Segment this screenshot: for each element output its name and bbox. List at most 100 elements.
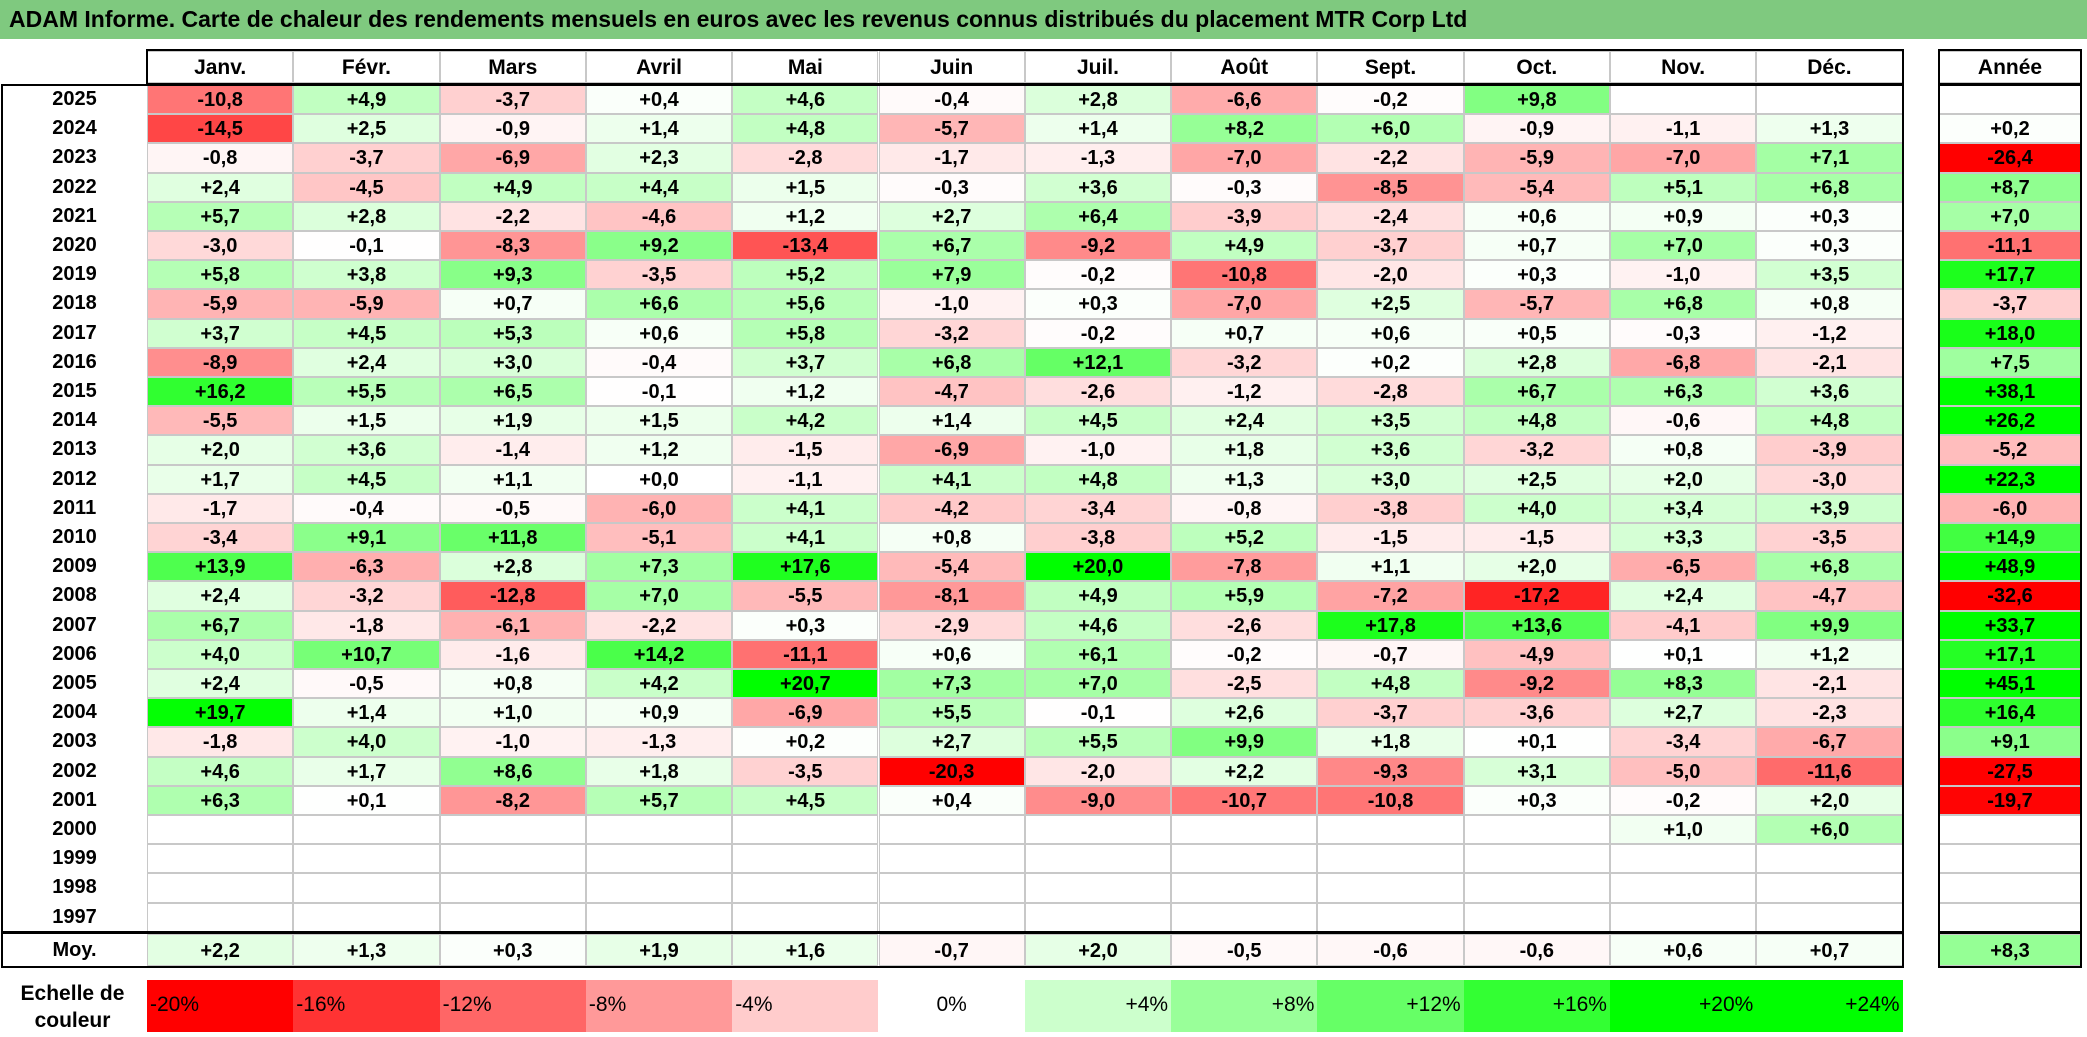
heatmap-cell: -7,8 xyxy=(1171,552,1318,582)
annual-cell: -5,2 xyxy=(1939,435,2081,465)
heatmap-cell: +7,9 xyxy=(878,260,1025,290)
heatmap-cell: -1,5 xyxy=(732,435,879,465)
avg-cell: +0,7 xyxy=(1756,934,1903,966)
heatmap-cell: +4,8 xyxy=(1024,464,1172,494)
heatmap-cell: +6,0 xyxy=(1756,815,1903,845)
heatmap-cell: +7,0 xyxy=(1024,669,1172,699)
heatmap-cell xyxy=(1024,902,1172,932)
heatmap-cell: -3,2 xyxy=(1171,347,1318,377)
heatmap-cell: +4,9 xyxy=(439,172,586,202)
year-label: 2005 xyxy=(52,672,97,694)
color-scale-step: 0% xyxy=(878,980,1025,1032)
heatmap-cell: -8,5 xyxy=(1317,172,1464,202)
heatmap-cell: +0,8 xyxy=(878,523,1025,553)
annual-cell: -3,7 xyxy=(1939,289,2081,319)
annual-cell: +22,3 xyxy=(1939,464,2081,494)
heatmap-cell: -2,6 xyxy=(1024,377,1172,407)
heatmap-cell: +0,1 xyxy=(293,785,440,815)
annual-cell: -19,7 xyxy=(1939,785,2081,815)
heatmap-cell xyxy=(1317,902,1464,932)
heatmap-cell: +6,1 xyxy=(1024,639,1172,669)
heatmap-cell: +1,0 xyxy=(439,698,586,728)
year-label: 2011 xyxy=(52,496,97,519)
heatmap-cell: -6,3 xyxy=(293,552,440,582)
heatmap-cell: +4,8 xyxy=(732,114,879,144)
year-label: 2006 xyxy=(52,642,97,665)
heatmap-cell: -2,5 xyxy=(1171,669,1318,699)
annual-cell: +26,2 xyxy=(1939,406,2081,436)
heatmap-cell: -3,7 xyxy=(1317,231,1464,261)
heatmap-cell xyxy=(1024,815,1172,845)
heatmap-cell: +2,8 xyxy=(293,201,440,231)
heatmap-cell: -8,9 xyxy=(147,347,294,377)
heatmap-cell: -9,2 xyxy=(1024,231,1172,261)
heatmap-cell: +5,5 xyxy=(878,698,1025,728)
color-scale-step: -4% xyxy=(732,980,879,1032)
heatmap-cell: -13,4 xyxy=(732,231,879,261)
heatmap-cell: -0,7 xyxy=(1317,639,1464,669)
heatmap-cell xyxy=(1610,85,1757,115)
year-total-header: Année xyxy=(1939,51,2081,83)
heatmap-cell: +0,6 xyxy=(1463,201,1610,231)
heatmap-cell: +6,0 xyxy=(1317,114,1464,144)
heatmap-cell: -3,4 xyxy=(147,523,294,553)
heatmap-cell: -3,5 xyxy=(585,260,733,290)
heatmap-cell: -3,2 xyxy=(293,581,440,611)
heatmap-cell: -6,9 xyxy=(732,698,879,728)
heatmap-cell: -3,9 xyxy=(1756,435,1903,465)
heatmap-cell: +4,9 xyxy=(293,85,440,115)
heatmap-cell: +2,8 xyxy=(1463,347,1610,377)
heatmap-cell: +13,9 xyxy=(147,552,294,582)
heatmap-cell: -0,2 xyxy=(1024,318,1172,348)
annual-cell: +45,1 xyxy=(1939,669,2081,699)
color-scale-step: -20% xyxy=(147,980,294,1032)
heatmap-cell: +4,1 xyxy=(732,523,879,553)
heatmap-cell: -7,0 xyxy=(1171,289,1318,319)
avg-cell: -0,6 xyxy=(1317,934,1464,966)
month-header: Mars xyxy=(439,51,586,83)
heatmap-cell: +1,5 xyxy=(293,406,440,436)
heatmap-cell: +16,2 xyxy=(147,377,294,407)
month-header: Juin xyxy=(878,51,1025,83)
month-header: Janv. xyxy=(147,51,294,83)
heatmap-cell: -3,5 xyxy=(1756,523,1903,553)
annual-cell xyxy=(1939,873,2081,903)
heatmap-cell: +4,5 xyxy=(293,464,440,494)
heatmap-cell: -1,7 xyxy=(147,493,294,523)
heatmap-cell xyxy=(293,902,440,932)
heatmap-cell: -5,5 xyxy=(732,581,879,611)
heatmap-cell: -1,5 xyxy=(1317,523,1464,553)
heatmap-cell: -2,4 xyxy=(1317,201,1464,231)
heatmap-cell: +10,7 xyxy=(293,639,440,669)
heatmap-cell: -4,5 xyxy=(293,172,440,202)
heatmap-cell: -2,0 xyxy=(1024,756,1172,786)
heatmap-cell: -9,2 xyxy=(1463,669,1610,699)
heatmap-cell xyxy=(732,873,879,903)
heatmap-cell: -0,5 xyxy=(293,669,440,699)
heatmap-cell: +2,7 xyxy=(878,201,1025,231)
annual-cell: -11,1 xyxy=(1939,231,2081,261)
heatmap-cell: +9,9 xyxy=(1171,727,1318,757)
heatmap-cell: +4,5 xyxy=(293,318,440,348)
heatmap-cell: +0,8 xyxy=(439,669,586,699)
heatmap-cell: +6,3 xyxy=(147,785,294,815)
heatmap-cell: -2,8 xyxy=(1317,377,1464,407)
heatmap-cell: -14,5 xyxy=(147,114,294,144)
annual-cell: +9,1 xyxy=(1939,727,2081,757)
heatmap-cell: +4,8 xyxy=(1463,406,1610,436)
heatmap-cell: +2,7 xyxy=(878,727,1025,757)
year-label: 2016 xyxy=(52,350,97,373)
heatmap-cell: +1,3 xyxy=(1756,114,1903,144)
heatmap-cell: -0,2 xyxy=(1317,85,1464,115)
heatmap-cell: +1,2 xyxy=(732,201,879,231)
color-scale-step: +12% xyxy=(1317,980,1464,1032)
heatmap-cell: +9,3 xyxy=(439,260,586,290)
annual-cell: +17,1 xyxy=(1939,639,2081,669)
annual-cell: +33,7 xyxy=(1939,610,2081,640)
color-scale-step: +8% xyxy=(1171,980,1318,1032)
heatmap-cell: +3,1 xyxy=(1463,756,1610,786)
heatmap-cell: -2,0 xyxy=(1317,260,1464,290)
heatmap-cell: +5,5 xyxy=(1024,727,1172,757)
heatmap-cell xyxy=(1463,815,1610,845)
month-header: Oct. xyxy=(1463,51,1610,83)
